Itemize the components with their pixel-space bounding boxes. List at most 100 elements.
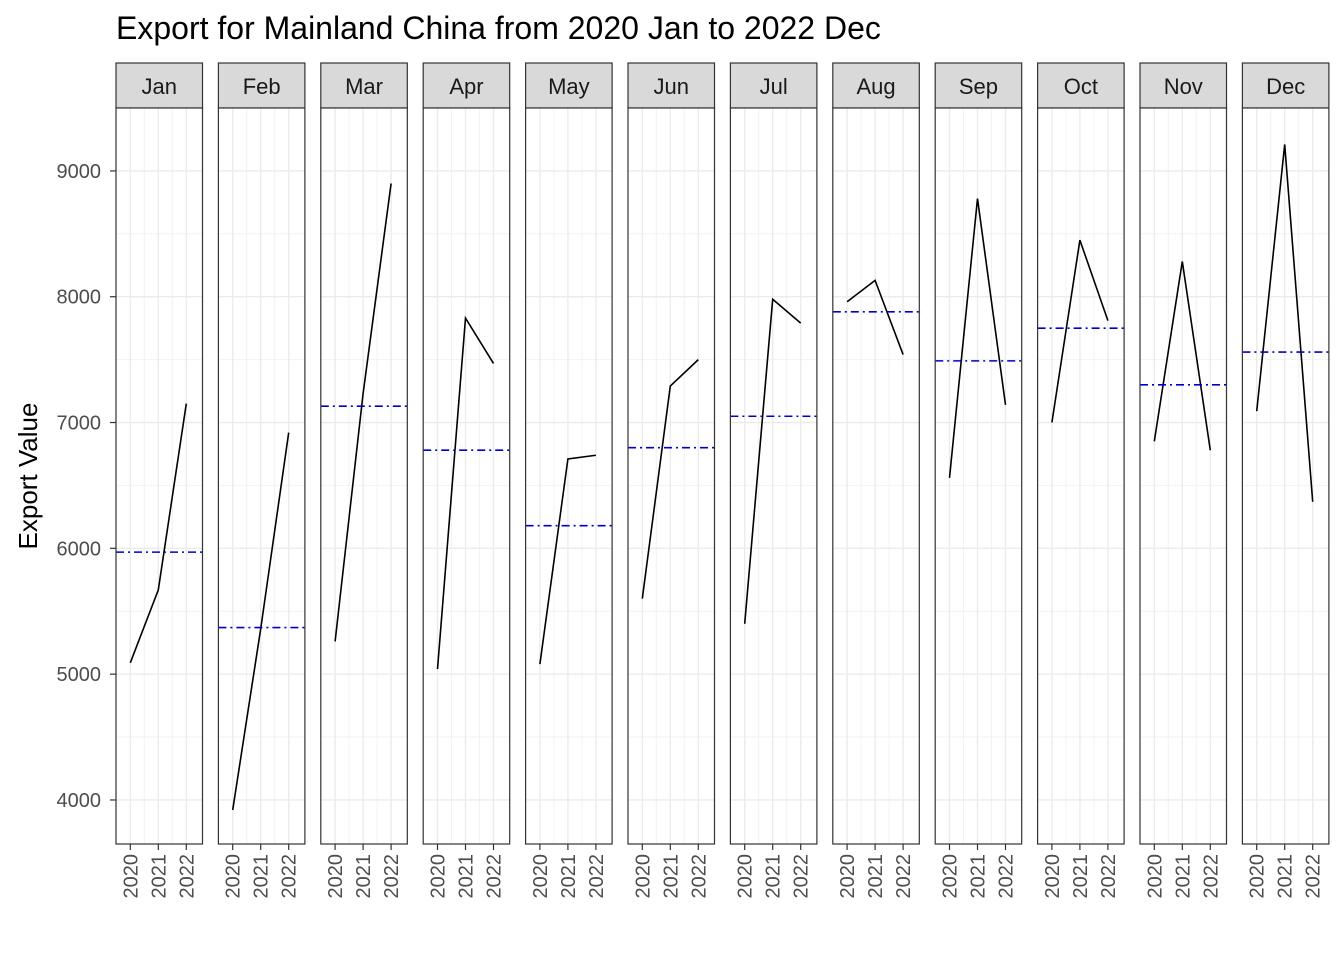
panel-border	[832, 107, 920, 845]
panel-border	[524, 107, 613, 845]
panel-background	[218, 108, 305, 844]
facet-panel-mar: Mar 2020 2021 2022	[320, 62, 408, 899]
facet-strip-label: Feb	[243, 74, 281, 99]
x-tick-label: 2020	[632, 854, 654, 899]
y-axis-title: Export Value	[13, 403, 43, 550]
x-tick-label: 2021	[763, 854, 785, 899]
x-tick-label: 2021	[865, 854, 887, 899]
series-line	[846, 279, 904, 355]
panel-border	[1036, 107, 1125, 845]
panel-border	[1139, 107, 1228, 845]
facet-panel-may: May 2020 2021 2022	[524, 62, 613, 899]
panel-background	[1242, 108, 1329, 844]
chart-title: Export for Mainland China from 2020 Jan …	[116, 10, 881, 46]
facet-strip	[422, 62, 511, 109]
panel-background	[935, 108, 1022, 844]
facet-panel-dec: Dec 2020 2021 2022	[1241, 62, 1330, 899]
series-line	[1255, 144, 1314, 502]
facet-strip	[1139, 62, 1228, 109]
series-line	[1051, 239, 1109, 423]
x-tick-label: 2021	[1070, 854, 1092, 899]
panel-border	[729, 107, 818, 845]
facet-strip-label: Aug	[856, 74, 895, 99]
facet-strip	[1036, 62, 1125, 109]
facet-strip	[115, 62, 204, 109]
x-tick-label: 2022	[996, 854, 1018, 899]
x-tick-label: 2022	[586, 854, 608, 899]
x-tick-label: 2021	[1275, 854, 1297, 899]
x-tick-label: 2021	[558, 854, 580, 899]
x-tick-label: 2022	[381, 854, 403, 899]
facet-strip-label: Oct	[1064, 74, 1098, 99]
x-tick-label: 2021	[660, 854, 682, 899]
panel-border	[217, 107, 306, 845]
x-tick-label: 2022	[893, 854, 915, 899]
series-line	[231, 432, 290, 811]
facet-strip-label: Jun	[654, 74, 689, 99]
x-tick-label: 2020	[530, 854, 552, 899]
facet-strip	[217, 62, 306, 109]
facet-strip-label: Jul	[760, 74, 788, 99]
facet-panel-jul: Jul 2020 2021 2022	[729, 62, 818, 899]
x-tick-label: 2021	[353, 854, 375, 899]
x-tick-label: 2022	[176, 854, 198, 899]
y-tick-label: 9000	[57, 161, 102, 183]
panel-border	[320, 107, 408, 845]
x-tick-label: 2022	[279, 854, 301, 899]
x-tick-label: 2020	[325, 854, 347, 899]
facet-strip	[934, 62, 1023, 109]
x-tick-label: 2021	[148, 854, 170, 899]
x-tick-label: 2022	[1200, 854, 1222, 899]
y-tick-label: 7000	[57, 413, 102, 435]
x-tick-label: 2022	[1303, 854, 1325, 899]
panel-background	[116, 108, 203, 844]
x-tick-label: 2021	[456, 854, 478, 899]
facet-strip	[524, 62, 613, 109]
x-tick-label: 2021	[251, 854, 273, 899]
panel-border	[1241, 107, 1330, 845]
facet-panel-nov: Nov 2020 2021 2022	[1139, 62, 1228, 899]
facet-panel-aug: Aug 2020 2021 2022	[832, 62, 920, 899]
facet-strip	[320, 62, 408, 109]
facet-panel-jun: Jun 2020 2021 2022	[627, 62, 716, 899]
facet-strip	[627, 62, 716, 109]
panel-background	[1037, 108, 1125, 844]
panel-background	[320, 108, 408, 844]
facet-strip-label: Mar	[345, 74, 383, 99]
panel-background	[1140, 108, 1227, 844]
x-tick-label: 2022	[1098, 854, 1120, 899]
series-line	[334, 183, 392, 642]
panel-border	[627, 107, 716, 845]
series-line	[129, 403, 188, 664]
series-line	[539, 454, 597, 665]
facet-strip	[1241, 62, 1330, 109]
x-tick-label: 2020	[837, 854, 859, 899]
series-line	[948, 198, 1007, 478]
panel-background	[628, 108, 715, 844]
panel-background	[832, 108, 920, 844]
x-tick-label: 2020	[223, 854, 245, 899]
panel-background	[423, 108, 510, 844]
y-tick-label: 5000	[57, 664, 102, 686]
facet-panel-apr: Apr 2020 2021 2022	[422, 62, 511, 899]
series-line	[641, 359, 699, 599]
facet-strip	[729, 62, 818, 109]
panel-border	[934, 107, 1023, 845]
facet-strip-label: Sep	[959, 74, 998, 99]
x-tick-label: 2020	[735, 854, 757, 899]
panel-border	[422, 107, 511, 845]
facet-strip-label: May	[548, 74, 590, 99]
y-tick-label: 8000	[57, 287, 102, 309]
panel-background	[525, 108, 613, 844]
facet-panel-feb: Feb 2020 2021 2022	[217, 62, 306, 899]
x-tick-label: 2020	[120, 854, 142, 899]
y-tick-label: 4000	[57, 790, 102, 812]
x-tick-label: 2021	[1172, 854, 1194, 899]
facet-strip-label: Apr	[449, 74, 483, 99]
x-tick-label: 2020	[940, 854, 962, 899]
x-tick-label: 2021	[968, 854, 990, 899]
facet-strip-label: Jan	[142, 74, 177, 99]
x-tick-label: 2020	[1042, 854, 1064, 899]
